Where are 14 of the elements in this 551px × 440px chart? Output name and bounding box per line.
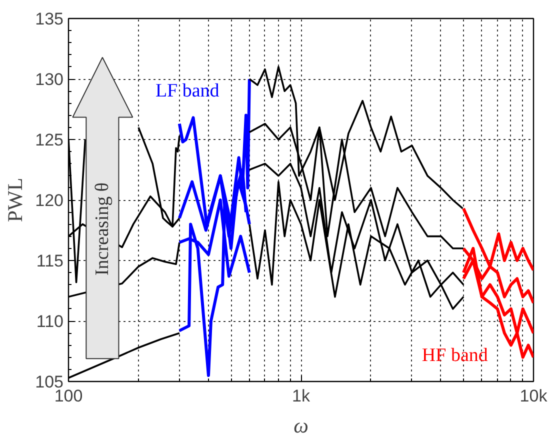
x-tick-label: 10k — [520, 386, 548, 406]
x-axis-title: ω — [294, 414, 308, 438]
x-tick-label: 1k — [292, 386, 310, 406]
y-tick-label: 135 — [35, 10, 64, 28]
annotation: LF band — [155, 80, 220, 102]
x-tick-label: 100 — [54, 386, 83, 406]
y-tick-label: 130 — [35, 70, 64, 89]
annotation: Increasing θ — [92, 182, 113, 276]
y-tick-label: 125 — [35, 130, 64, 150]
y-tick-label: 115 — [36, 252, 64, 270]
y-tick-label: 120 — [35, 191, 64, 210]
annotation: HF band — [422, 345, 488, 366]
y-axis-title: PWL — [3, 178, 28, 222]
y-tick-label: 110 — [36, 312, 64, 331]
